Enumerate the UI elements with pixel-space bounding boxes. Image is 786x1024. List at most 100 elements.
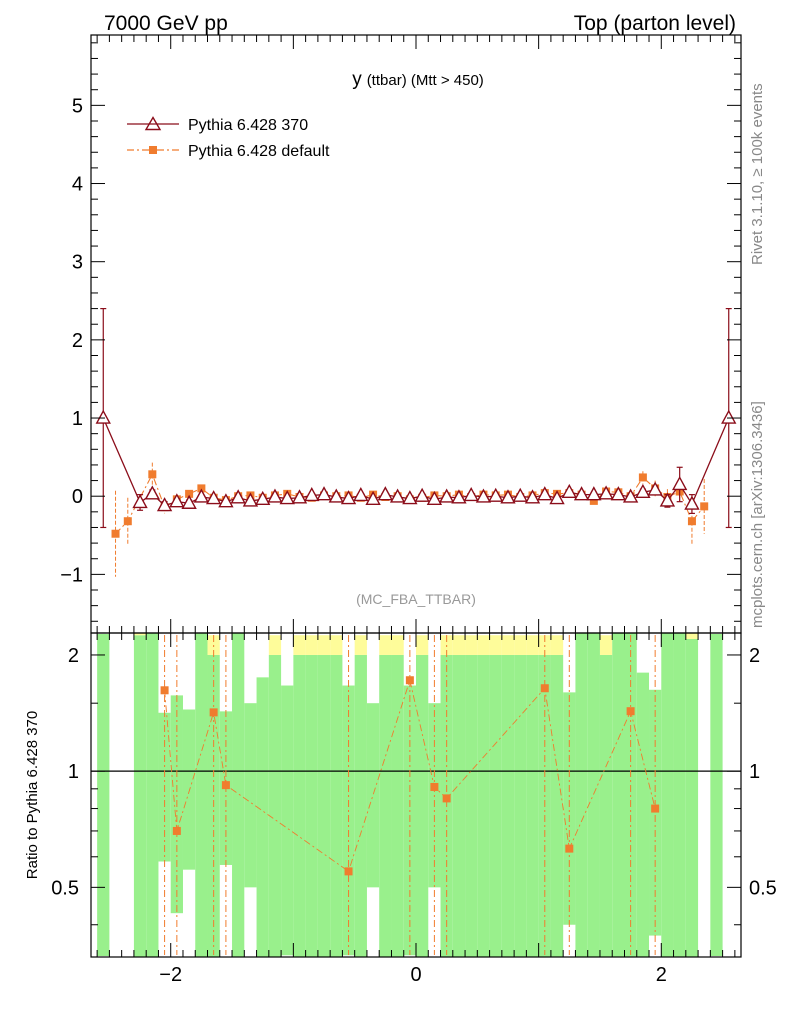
main-y-tick-label: 2 [72,330,83,352]
main-y-tick-label: 4 [72,174,83,196]
ratio-band-green [317,654,331,957]
legend-label-series-1: Pythia 6.428 370 [188,117,308,134]
ratio-band-yellow [489,635,502,655]
main-marks [95,307,737,577]
ratio-band-green [379,654,392,957]
ratio-band-yellow [268,635,282,655]
main-y-tick-label: −1 [60,564,83,586]
series-1-point [488,487,504,502]
ratio-y-tick-label: 0.5 [749,877,777,899]
series-2-point [148,470,157,479]
series-1-point [512,487,528,502]
ratio-band-green [182,709,196,870]
ratio-point [221,781,230,790]
x-tick-label: 0 [410,964,421,986]
energy-label: 7000 GeV pp [104,12,228,35]
ratio-y-axis-label: Ratio to Pythia 6.428 370 [24,711,41,879]
ratio-band-yellow [526,635,539,655]
series-1-point [647,481,663,496]
series-1-point [451,489,467,504]
ratio-band-yellow [317,635,331,655]
legend-marker-series-2 [149,146,157,154]
ratio-band-green [232,633,245,957]
series-2-point [589,496,598,505]
ratio-band-green [366,703,380,888]
series-1-point [340,490,357,505]
ratio-band-green [465,654,478,957]
ratio-band-yellow [465,635,478,655]
series-1-point [672,476,688,491]
ratio-band-yellow [477,635,490,655]
ratio-band-green [489,654,502,957]
ratio-band-green [268,654,282,957]
ratio-band-green [452,654,466,957]
ratio-band-yellow [354,635,367,655]
series-1-point [156,497,173,512]
ratio-band-green [526,654,539,957]
series-1-point [377,486,394,501]
ratio-band-yellow [685,633,699,639]
ratio-band-green [293,654,306,957]
ratio-y-tick-label: 1 [68,761,79,783]
series-1-point [242,492,259,507]
main-y-tick-label: 3 [72,252,83,274]
series-1-point [598,485,614,500]
plot-title-main: y [352,69,362,90]
mcplots-label: mcplots.cern.ch [arXiv:1306.3436] [749,401,766,628]
ratio-band-green [305,654,318,957]
series-1-point [279,490,295,505]
ratio-band-green [354,654,367,957]
series-2-point [197,484,206,493]
ratio-band-yellow [293,635,306,655]
analysis-id: (MC_FBA_TTBAR) [356,591,476,607]
ratio-band-green [563,692,576,925]
series-2-point [185,489,194,498]
series-1-point [549,490,565,505]
series-1-point [291,489,308,504]
ratio-band-green [599,654,613,957]
series-1-line [102,417,730,507]
axes: −1 0 1 2 3 4 5 −2 0 2 0.5 0.5 1 1 2 2 [51,34,777,986]
ratio-band-yellow [379,635,392,655]
legend-marker-series-1 [144,116,162,131]
ratio-band-green [244,703,257,888]
ratio-band-yellow [514,635,527,655]
series-1-point [684,495,700,510]
series-1-point [132,493,148,509]
ratio-band-yellow [330,635,343,655]
series-1-point [402,490,418,505]
ratio-band-green [685,638,699,957]
ratio-band-yellow [550,635,564,655]
ratio-band-green [281,685,294,956]
ratio-band-yellow [452,635,466,655]
series-1-point [365,490,381,506]
legend-label-series-2: Pythia 6.428 default [188,143,330,160]
process-label: Top (parton level) [574,12,736,35]
series-1-point [353,486,369,502]
ratio-marks [91,635,741,955]
ratio-point [344,867,353,876]
series-1-point [463,486,479,502]
x-tick-label: −2 [159,964,182,986]
ratio-band-green [146,633,159,957]
main-y-tick-label: 1 [72,408,83,430]
ratio-band-green [575,633,588,957]
ratio-band-green [710,634,723,956]
series-1-point [561,483,577,498]
series-1-point [193,488,210,503]
ratio-band-yellow [599,635,613,655]
plot-title-sub: (ttbar) (Mtt > 450) [367,72,484,89]
ratio-band-green [256,677,269,957]
legend-entry-series-1: Pythia 6.428 370 [127,116,308,134]
series-2-point [111,529,120,538]
x-tick-label: 2 [656,964,667,986]
rivet-label: Rivet 3.1.10, ≥ 100k events [749,83,766,265]
series-2-point [123,517,132,526]
ratio-y-tick-label: 1 [749,761,760,783]
series-1-point [475,488,492,503]
series-1-point [255,490,271,506]
series-1-point [144,485,160,500]
series-1-point [316,486,332,501]
ratio-band-green [477,654,490,957]
